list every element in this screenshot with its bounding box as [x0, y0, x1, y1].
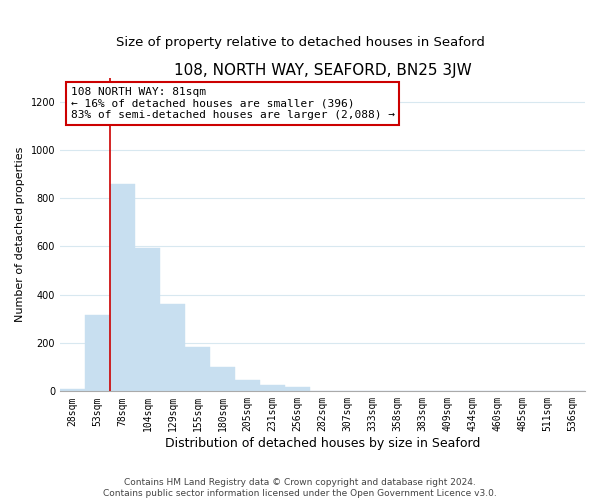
Bar — [160, 304, 185, 392]
Text: 108 NORTH WAY: 81sqm
← 16% of detached houses are smaller (396)
83% of semi-deta: 108 NORTH WAY: 81sqm ← 16% of detached h… — [71, 87, 395, 120]
Bar — [85, 316, 110, 392]
Bar — [60, 389, 85, 392]
Bar — [210, 367, 235, 392]
Text: Size of property relative to detached houses in Seaford: Size of property relative to detached ho… — [116, 36, 484, 49]
Bar — [185, 346, 210, 392]
Bar — [110, 184, 135, 392]
Y-axis label: Number of detached properties: Number of detached properties — [15, 146, 25, 322]
Title: 108, NORTH WAY, SEAFORD, BN25 3JW: 108, NORTH WAY, SEAFORD, BN25 3JW — [173, 62, 472, 78]
Bar — [135, 248, 160, 392]
Bar — [235, 380, 260, 392]
Text: Contains HM Land Registry data © Crown copyright and database right 2024.
Contai: Contains HM Land Registry data © Crown c… — [103, 478, 497, 498]
Bar — [260, 386, 285, 392]
Bar — [285, 386, 310, 392]
X-axis label: Distribution of detached houses by size in Seaford: Distribution of detached houses by size … — [165, 437, 480, 450]
